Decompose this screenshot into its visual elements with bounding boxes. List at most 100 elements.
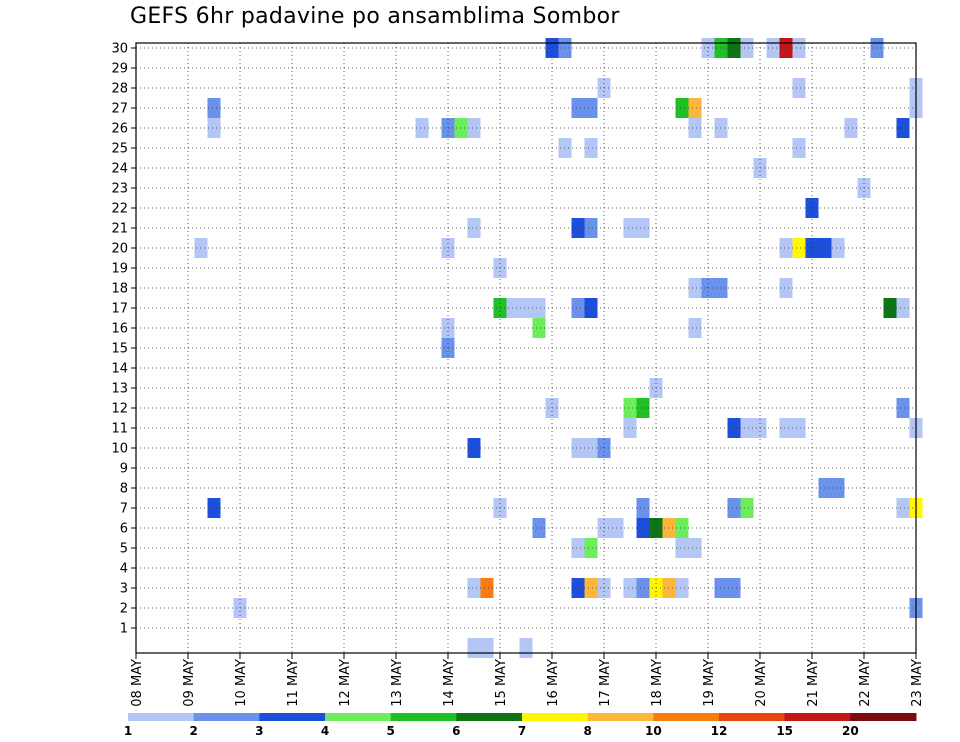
y-tick-label: 10 bbox=[111, 442, 128, 457]
y-tick-label: 24 bbox=[111, 162, 128, 177]
heatmap-cell bbox=[571, 578, 585, 598]
y-tick-label: 13 bbox=[111, 382, 128, 397]
x-tick-label: 23 MAY bbox=[910, 659, 925, 707]
y-tick-label: 20 bbox=[111, 242, 128, 257]
heatmap-cell bbox=[792, 238, 806, 258]
heatmap-cell bbox=[727, 418, 741, 438]
colorbar-segment bbox=[325, 713, 392, 721]
heatmap-cell bbox=[688, 278, 702, 298]
colorbar-segment bbox=[719, 713, 786, 721]
y-tick-label: 9 bbox=[120, 462, 128, 477]
heatmap-cell bbox=[792, 38, 806, 58]
y-tick-label: 29 bbox=[111, 62, 128, 77]
y-tick-label: 4 bbox=[120, 562, 128, 577]
heatmap-cell bbox=[779, 38, 793, 58]
y-tick-label: 1 bbox=[120, 622, 128, 637]
heatmap-cell bbox=[779, 238, 793, 258]
heatmap-cell bbox=[584, 438, 598, 458]
heatmap-cell bbox=[584, 298, 598, 318]
heatmap-cell bbox=[623, 218, 637, 238]
y-tick-label: 18 bbox=[111, 282, 128, 297]
colorbar-label: 6 bbox=[452, 724, 460, 738]
heatmap-cell bbox=[792, 138, 806, 158]
heatmap-cell bbox=[844, 118, 858, 138]
heatmap-cell bbox=[532, 318, 546, 338]
heatmap-cell bbox=[636, 398, 650, 418]
heatmap-cell bbox=[519, 298, 533, 318]
plot-area bbox=[136, 43, 916, 653]
heatmap-cell bbox=[688, 318, 702, 338]
x-tick-label: 13 MAY bbox=[390, 659, 405, 707]
y-tick-label: 3 bbox=[120, 582, 128, 597]
heatmap-cell bbox=[532, 518, 546, 538]
colorbar-segment bbox=[784, 713, 851, 721]
heatmap-cell bbox=[896, 298, 910, 318]
x-tick-label: 09 MAY bbox=[182, 659, 197, 707]
heatmap-cell bbox=[623, 418, 637, 438]
y-tick-label: 25 bbox=[111, 142, 128, 157]
chart-title: GEFS 6hr padavine po ansamblima Sombor bbox=[130, 4, 620, 29]
heatmap-cell bbox=[883, 298, 897, 318]
heatmap-cell bbox=[740, 418, 754, 438]
heatmap-cell bbox=[675, 538, 689, 558]
heatmap-cell bbox=[896, 118, 910, 138]
colorbar-label: 3 bbox=[255, 724, 263, 738]
heatmap-cell bbox=[727, 498, 741, 518]
x-tick-label: 16 MAY bbox=[546, 659, 561, 707]
x-tick-label: 10 MAY bbox=[234, 659, 249, 707]
heatmap-cell bbox=[688, 538, 702, 558]
y-tick-label: 22 bbox=[111, 202, 128, 217]
y-tick-label: 19 bbox=[111, 262, 128, 277]
heatmap-cell bbox=[571, 538, 585, 558]
colorbar-segment bbox=[850, 713, 917, 721]
heatmap-cell bbox=[792, 78, 806, 98]
x-tick-label: 22 MAY bbox=[858, 659, 873, 707]
colorbar-label: 12 bbox=[711, 724, 728, 738]
heatmap-cell bbox=[727, 578, 741, 598]
y-tick-label: 6 bbox=[120, 522, 128, 537]
heatmap-cell bbox=[584, 98, 598, 118]
heatmap-cell bbox=[584, 138, 598, 158]
y-tick-label: 7 bbox=[120, 502, 128, 517]
heatmap-cell bbox=[467, 438, 481, 458]
heatmap-cell bbox=[519, 638, 533, 658]
heatmap-cell bbox=[688, 98, 702, 118]
heatmap-cell bbox=[636, 518, 650, 538]
y-tick-label: 11 bbox=[111, 422, 128, 437]
heatmap-cell bbox=[727, 38, 741, 58]
x-tick-label: 14 MAY bbox=[442, 659, 457, 707]
y-tick-label: 5 bbox=[120, 542, 128, 557]
heatmap-cell bbox=[532, 298, 546, 318]
heatmap-cell bbox=[584, 578, 598, 598]
heatmap-cell bbox=[636, 578, 650, 598]
y-tick-label: 17 bbox=[111, 302, 128, 317]
x-tick-label: 11 MAY bbox=[286, 659, 301, 707]
heatmap-cell bbox=[480, 578, 494, 598]
x-tick-label: 19 MAY bbox=[702, 659, 717, 707]
colorbar-label: 20 bbox=[842, 724, 859, 738]
heatmap-cell bbox=[480, 638, 494, 658]
y-tick-label: 21 bbox=[111, 222, 128, 237]
colorbar-segment bbox=[193, 713, 260, 721]
heatmap-cell bbox=[831, 478, 845, 498]
colorbar-segment bbox=[653, 713, 720, 721]
x-tick-label: 17 MAY bbox=[598, 659, 613, 707]
heatmap-cell bbox=[792, 418, 806, 438]
colorbar-segment bbox=[128, 713, 195, 721]
heatmap-cell bbox=[831, 238, 845, 258]
colorbar-label: 5 bbox=[386, 724, 394, 738]
heatmap-cell bbox=[207, 118, 221, 138]
colorbar-label: 10 bbox=[645, 724, 662, 738]
heatmap-cell bbox=[779, 418, 793, 438]
heatmap-cell bbox=[675, 518, 689, 538]
heatmap-cell bbox=[779, 278, 793, 298]
heatmap-cell bbox=[675, 578, 689, 598]
x-tick-label: 18 MAY bbox=[650, 659, 665, 707]
colorbar-segment bbox=[390, 713, 457, 721]
y-tick-label: 23 bbox=[111, 182, 128, 197]
x-tick-label: 08 MAY bbox=[130, 659, 145, 707]
y-tick-label: 12 bbox=[111, 402, 128, 417]
heatmap-cell bbox=[740, 38, 754, 58]
heatmap-cell bbox=[571, 438, 585, 458]
y-tick-label: 26 bbox=[111, 122, 128, 137]
